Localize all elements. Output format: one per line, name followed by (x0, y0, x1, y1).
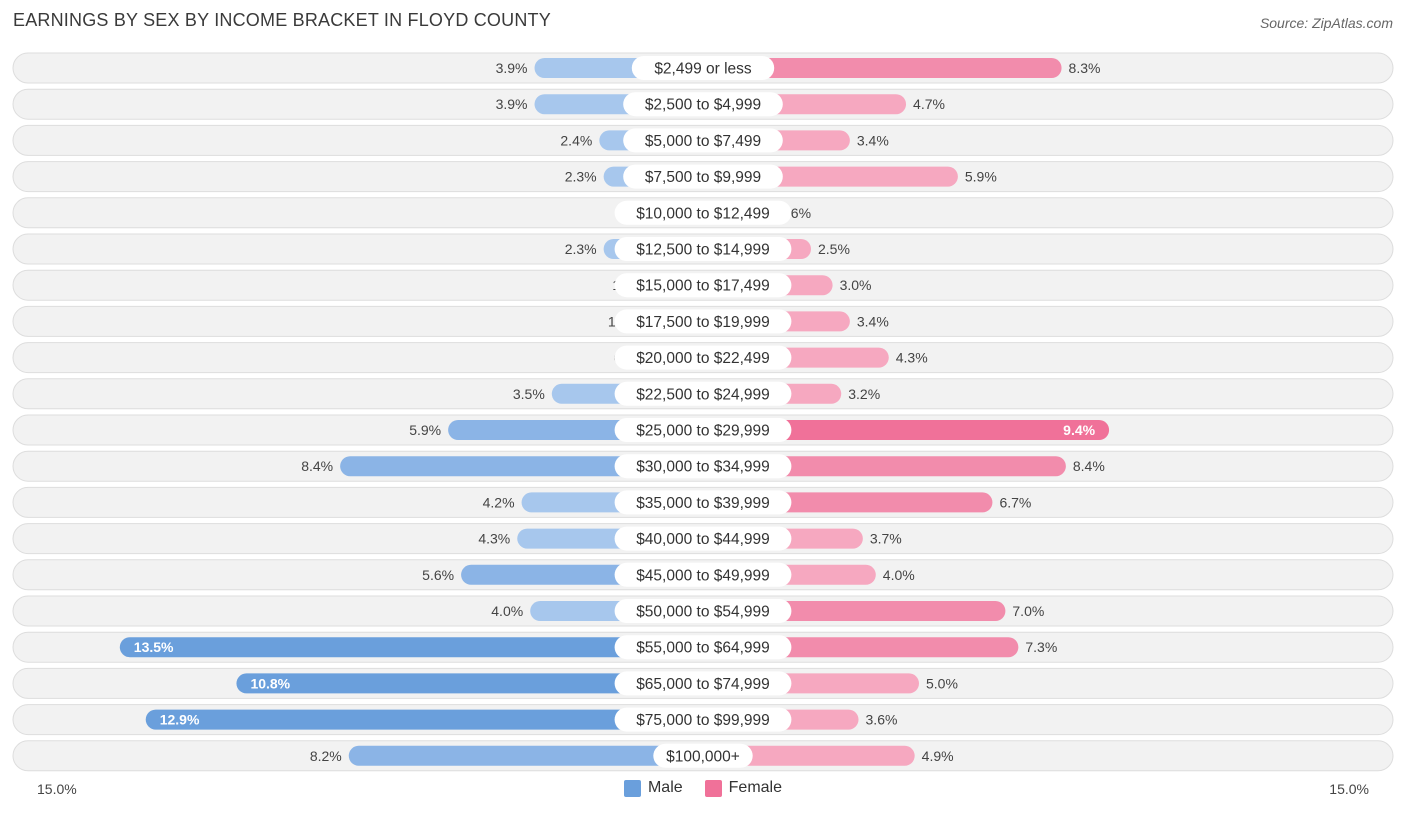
bar-male (119, 637, 704, 658)
category-label: $12,500 to $14,999 (636, 242, 770, 259)
value-label-female: 3.7% (870, 531, 902, 547)
category-label-bg (614, 671, 792, 696)
axis-right-label: 15.0% (1329, 781, 1369, 797)
value-label-female: 5.0% (926, 675, 958, 691)
value-label-female: 3.4% (857, 313, 889, 329)
legend: Male Female (0, 779, 1406, 797)
category-label-bg (614, 381, 792, 406)
value-label-female: 4.9% (922, 748, 954, 764)
category-label-bg (614, 635, 792, 660)
value-label-female: 2.5% (818, 241, 850, 257)
category-label: $20,000 to $22,499 (636, 350, 770, 367)
value-label-female: 3.4% (857, 132, 889, 148)
legend-item-female[interactable]: Female (704, 779, 783, 797)
category-label-bg (614, 237, 792, 261)
value-label-male: 2.4% (560, 132, 592, 148)
category-label-bg (653, 743, 753, 768)
value-label-female: 7.3% (1025, 639, 1057, 655)
category-label: $2,499 or less (654, 61, 752, 78)
value-label-female: 3.2% (848, 386, 880, 402)
value-label-male: 4.2% (483, 494, 515, 510)
category-label: $25,000 to $29,999 (636, 423, 770, 440)
legend-item-male[interactable]: Male (623, 779, 683, 797)
bar-male (348, 745, 703, 766)
category-label-bg (614, 454, 792, 479)
category-label-bg (614, 490, 792, 515)
bar-male (236, 673, 703, 694)
category-label-bg (614, 200, 792, 225)
bar-female (703, 420, 1110, 440)
category-label-bg (623, 164, 783, 189)
category-label: $22,500 to $24,999 (636, 386, 770, 403)
category-label-bg (623, 92, 783, 117)
category-label-bg (614, 707, 792, 732)
legend-swatch-female (704, 779, 722, 797)
category-label-bg (631, 56, 775, 80)
bar-male (340, 456, 703, 477)
bar-female (703, 745, 915, 766)
bar-female (703, 456, 1066, 477)
value-label-male: 3.9% (496, 60, 528, 76)
category-label: $5,000 to $7,499 (645, 133, 761, 150)
value-label-female: 3.0% (840, 277, 872, 293)
value-label-female: 3.6% (866, 712, 898, 728)
value-label-female: 9.4% (1063, 422, 1095, 438)
value-label-male: 13.5% (134, 639, 174, 655)
legend-label-female: Female (728, 779, 783, 796)
category-label: $2,500 to $4,999 (645, 97, 761, 114)
value-label-female: 5.9% (965, 169, 997, 185)
category-label: $7,500 to $9,999 (645, 169, 761, 186)
value-label-male: 4.3% (478, 531, 510, 547)
category-label-bg (614, 273, 792, 298)
value-label-male: 12.9% (160, 712, 200, 728)
category-label: $10,000 to $12,499 (636, 205, 770, 222)
chart-title: EARNINGS BY SEX BY INCOME BRACKET IN FLO… (13, 10, 551, 30)
value-label-male: 5.9% (409, 422, 441, 438)
bar-male (145, 709, 704, 730)
value-label-male: 8.2% (310, 748, 342, 764)
value-label-male: 2.3% (565, 169, 597, 185)
category-label: $35,000 to $39,999 (636, 495, 770, 512)
legend-swatch-male (623, 779, 641, 797)
legend-label-male: Male (647, 779, 683, 796)
value-label-female: 4.0% (883, 567, 915, 583)
category-label: $30,000 to $34,999 (636, 459, 770, 476)
category-label-bg (614, 526, 792, 551)
axis-left-label: 15.0% (37, 781, 77, 797)
value-label-female: 6.7% (999, 494, 1031, 510)
bar-female (703, 58, 1062, 78)
category-label: $75,000 to $99,999 (636, 712, 770, 729)
value-label-male: 10.8% (250, 675, 290, 691)
category-label-bg (614, 599, 792, 623)
category-label: $45,000 to $49,999 (636, 567, 770, 584)
category-label: $55,000 to $64,999 (636, 640, 770, 657)
value-label-female: 4.7% (913, 96, 945, 112)
value-label-male: 3.5% (513, 386, 545, 402)
source-note: Source: ZipAtlas.com (1259, 15, 1393, 31)
category-label-bg (623, 128, 783, 153)
category-label: $100,000+ (666, 748, 740, 765)
value-label-male: 5.6% (422, 567, 454, 583)
value-label-male: 3.9% (496, 96, 528, 112)
category-label: $50,000 to $54,999 (636, 604, 770, 621)
category-label-bg (614, 418, 792, 442)
chart-svg: 3.9% 8.3% $2,499 or less 3.9% 4.7% $2,500 to … (12, 52, 1394, 772)
value-label-female: 8.3% (1069, 60, 1101, 76)
category-label-bg (614, 562, 792, 587)
category-label: $40,000 to $44,999 (636, 531, 770, 548)
value-label-male: 2.3% (565, 241, 597, 257)
value-label-male: 8.4% (301, 458, 333, 474)
value-label-female: 8.4% (1073, 458, 1105, 474)
category-label-bg (614, 309, 792, 334)
category-label: $65,000 to $74,999 (636, 676, 770, 693)
value-label-female: 4.3% (896, 350, 928, 366)
category-label: $15,000 to $17,499 (636, 278, 770, 295)
value-label-female: 7.0% (1012, 603, 1044, 619)
category-label-bg (614, 345, 792, 370)
category-label: $17,500 to $19,999 (636, 314, 770, 331)
value-label-male: 4.0% (491, 603, 523, 619)
